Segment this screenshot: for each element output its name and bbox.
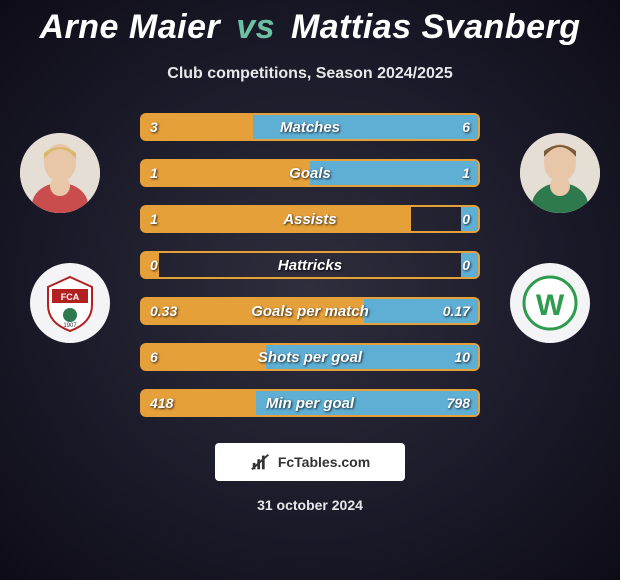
- stat-label: Hattricks: [142, 257, 478, 274]
- comparison-infographic: Arne Maier vs Mattias Svanberg Club comp…: [0, 0, 620, 580]
- stats-bars: 36Matches 11Goals 10Assists 00Hattricks 0.33…: [140, 113, 480, 417]
- content-area: FCA 1907 W 36Matches 11Goals 10Assists 00Ha…: [0, 113, 620, 417]
- player2-club-badge: W: [510, 263, 590, 343]
- brand-badge: FcTables.com: [215, 443, 405, 481]
- stat-label: Assists: [142, 211, 478, 228]
- chart-icon: [250, 451, 272, 473]
- svg-text:W: W: [536, 289, 565, 322]
- player1-club-badge: FCA 1907: [30, 263, 110, 343]
- stat-label: Goals per match: [142, 303, 478, 320]
- subtitle: Club competitions, Season 2024/2025: [0, 65, 620, 83]
- club-crest-icon: FCA 1907: [40, 273, 100, 333]
- player1-avatar: [20, 133, 100, 213]
- stat-row: 0.330.17Goals per match: [140, 297, 480, 325]
- stat-label: Goals: [142, 165, 478, 182]
- stat-label: Min per goal: [142, 395, 478, 412]
- date-text: 31 october 2024: [0, 497, 620, 513]
- player2-name: Mattias Svanberg: [291, 8, 581, 46]
- page-title: Arne Maier vs Mattias Svanberg: [0, 8, 620, 47]
- brand-text: FcTables.com: [278, 454, 370, 470]
- person-icon: [520, 133, 600, 213]
- stat-label: Shots per goal: [142, 349, 478, 366]
- player1-name: Arne Maier: [40, 8, 221, 46]
- stat-row: 00Hattricks: [140, 251, 480, 279]
- stat-row: 36Matches: [140, 113, 480, 141]
- club-crest-icon: W: [520, 273, 580, 333]
- person-icon: [20, 133, 100, 213]
- stat-row: 11Goals: [140, 159, 480, 187]
- vs-text: vs: [236, 8, 275, 46]
- player2-avatar: [520, 133, 600, 213]
- stat-row: 610Shots per goal: [140, 343, 480, 371]
- svg-text:FCA: FCA: [61, 292, 80, 302]
- stat-label: Matches: [142, 119, 478, 136]
- stat-row: 10Assists: [140, 205, 480, 233]
- stat-row: 418798Min per goal: [140, 389, 480, 417]
- svg-text:1907: 1907: [63, 323, 77, 329]
